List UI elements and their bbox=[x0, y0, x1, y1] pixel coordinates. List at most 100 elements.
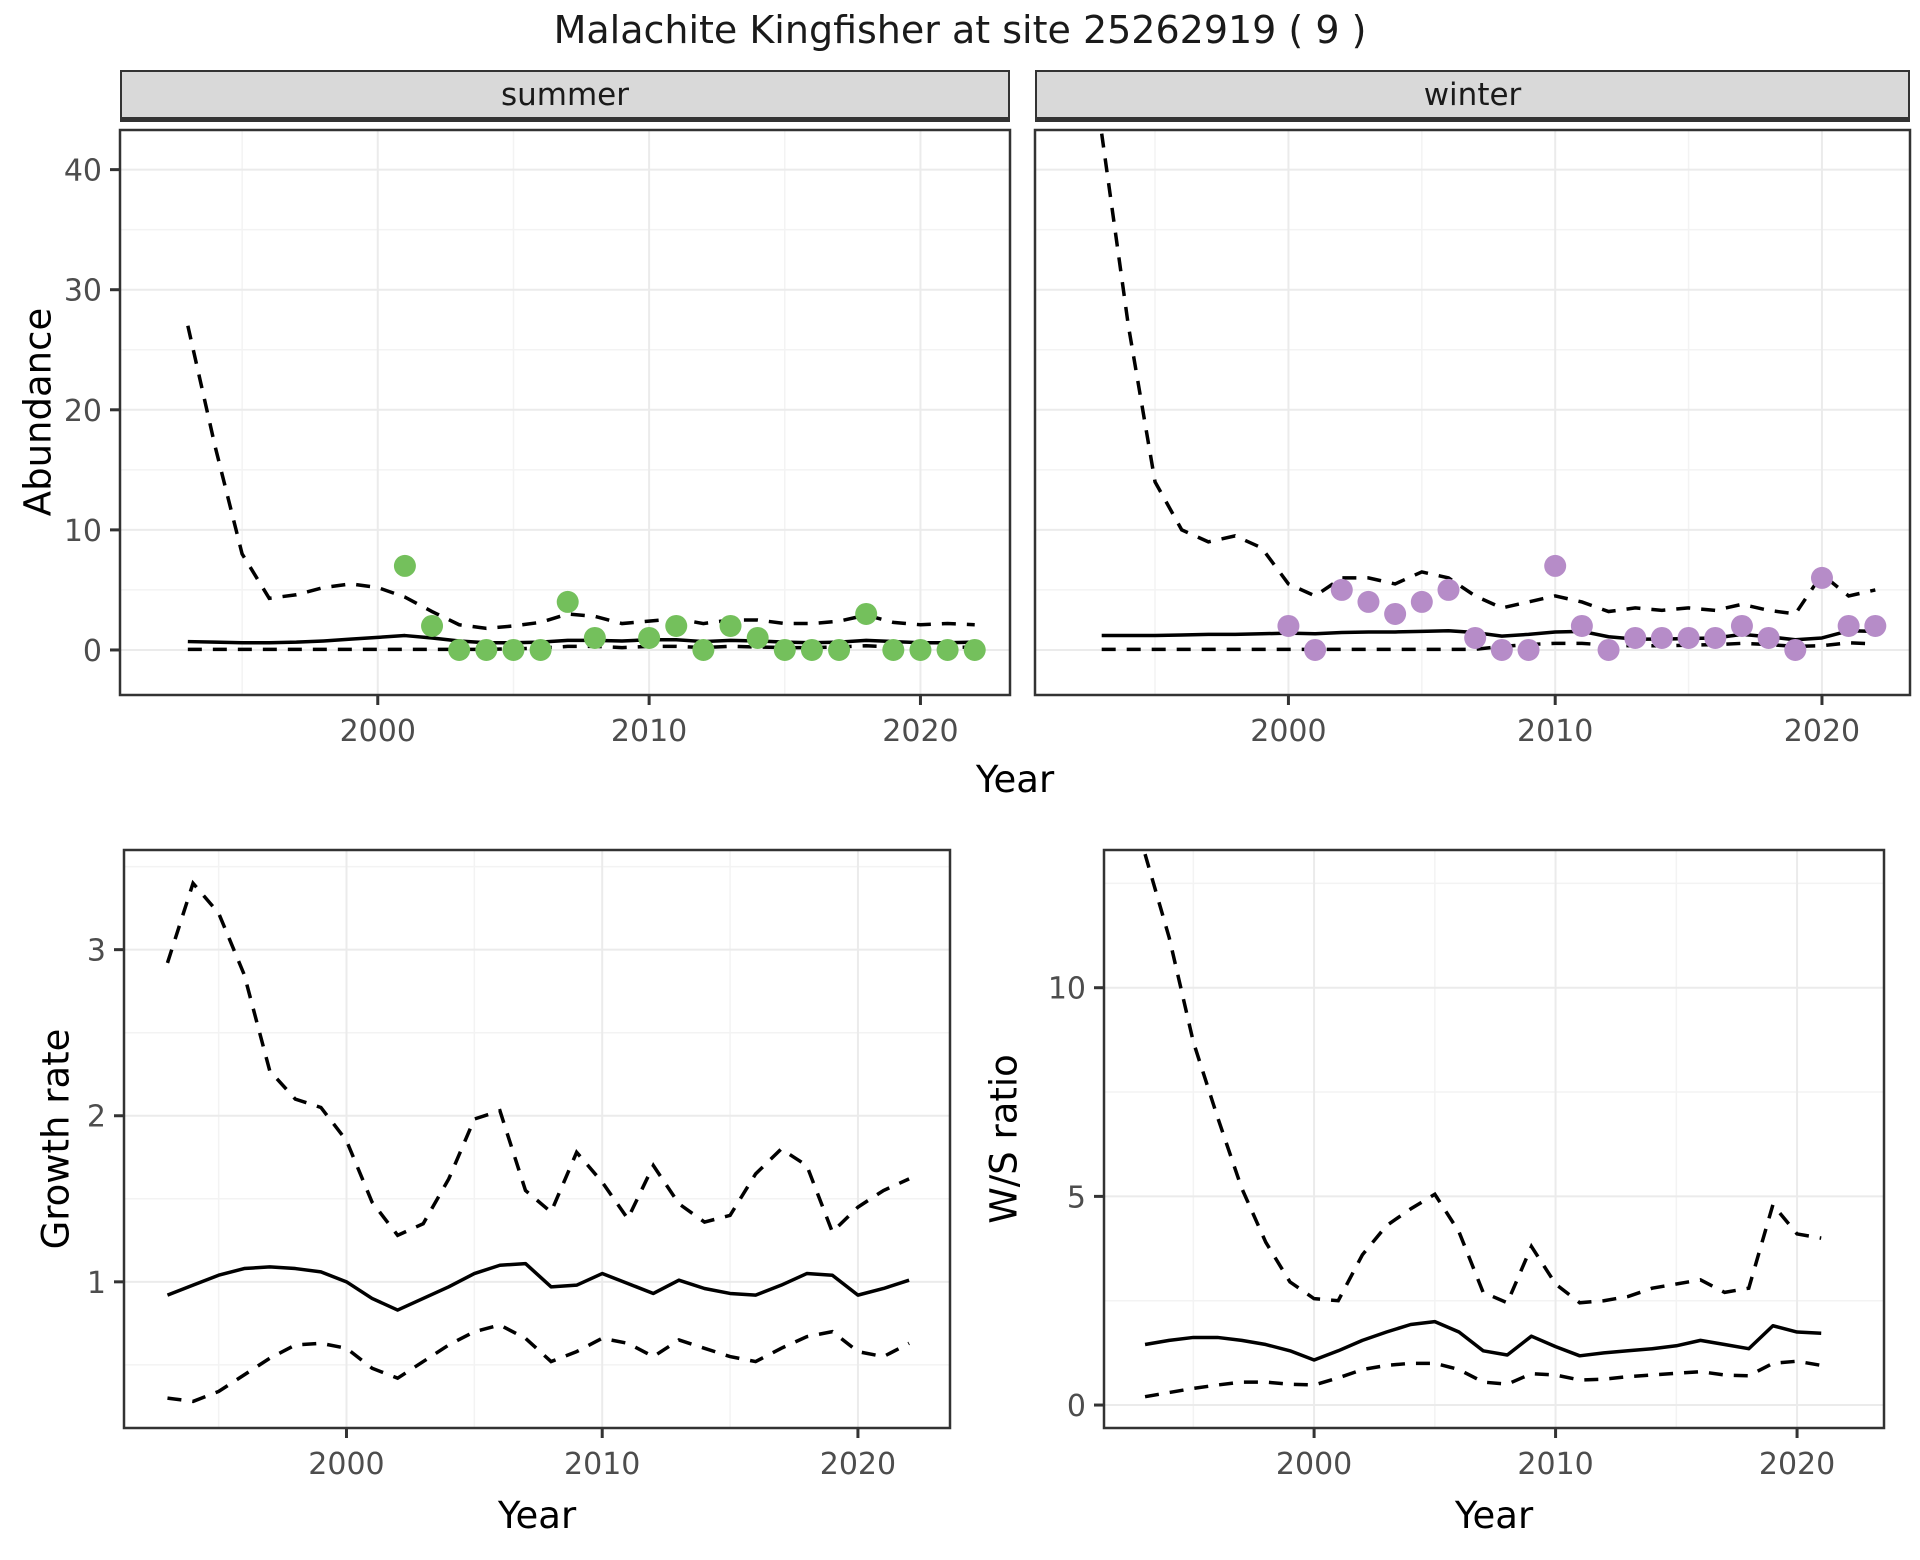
data-point bbox=[692, 638, 715, 661]
upper-ci-line bbox=[1143, 853, 1822, 1306]
data-point bbox=[583, 626, 606, 649]
data-point bbox=[1464, 626, 1487, 649]
data-point bbox=[638, 626, 661, 649]
data-point bbox=[1304, 638, 1327, 661]
y-axis-title-growth-rate: Growth rate bbox=[34, 1028, 78, 1250]
panel-border bbox=[118, 128, 1012, 697]
data-point bbox=[556, 590, 579, 613]
y-tick-label: 40 bbox=[64, 154, 102, 189]
panel-border bbox=[1102, 848, 1886, 1430]
data-point bbox=[1330, 578, 1353, 601]
facet-strip-winter-label: winter bbox=[1423, 76, 1522, 113]
data-point bbox=[1517, 638, 1540, 661]
panel-border bbox=[122, 848, 952, 1430]
data-point bbox=[1597, 638, 1620, 661]
data-point bbox=[1357, 590, 1380, 613]
data-point bbox=[1784, 638, 1807, 661]
y-tick-label: 0 bbox=[1067, 1389, 1086, 1424]
data-point bbox=[855, 602, 878, 625]
data-point bbox=[448, 638, 471, 661]
x-tick-label: 2010 bbox=[564, 1447, 640, 1482]
data-point bbox=[1437, 578, 1460, 601]
panel-growth_rate: 2000 2010 2020 1 2 3 bbox=[87, 848, 952, 1482]
y-tick-label: 0 bbox=[83, 634, 102, 669]
x-tick-label: 2000 bbox=[1250, 714, 1326, 749]
data-point bbox=[936, 638, 959, 661]
y-axis-title-abundance: Abundance bbox=[16, 307, 60, 517]
y-tick-label: 20 bbox=[64, 394, 102, 429]
x-axis-title-growth-rate: Year bbox=[497, 1494, 577, 1537]
data-point bbox=[421, 614, 444, 637]
data-point bbox=[828, 638, 851, 661]
data-point bbox=[1837, 614, 1860, 637]
data-point bbox=[1704, 626, 1727, 649]
y-tick-label: 5 bbox=[1067, 1180, 1086, 1215]
lower-ci-line bbox=[167, 1323, 910, 1404]
x-axis-title-top: Year bbox=[975, 758, 1055, 801]
panel-background bbox=[1035, 130, 1910, 695]
data-point bbox=[1757, 626, 1780, 649]
data-point bbox=[1570, 614, 1593, 637]
lower-ci-line bbox=[1101, 641, 1876, 652]
x-tick-label: 2010 bbox=[1517, 1447, 1593, 1482]
y-tick-label: 1 bbox=[87, 1266, 106, 1301]
y-tick-label: 30 bbox=[64, 274, 102, 309]
data-point bbox=[529, 638, 552, 661]
data-point bbox=[1384, 602, 1407, 625]
upper-ci-line bbox=[1099, 133, 1876, 616]
data-point bbox=[1410, 590, 1433, 613]
data-point bbox=[1277, 614, 1300, 637]
x-tick-label: 2000 bbox=[340, 714, 416, 749]
upper-ci-line bbox=[165, 879, 910, 1238]
data-point bbox=[800, 638, 823, 661]
data-point bbox=[1544, 554, 1567, 577]
data-point bbox=[502, 638, 525, 661]
y-axis-title-ws-ratio: W/S ratio bbox=[982, 1054, 1026, 1224]
upper-ci-line bbox=[186, 325, 975, 631]
panel-summer_abundance: 2000 2010 2020 0 10 20 30 40 bbox=[64, 128, 1012, 749]
data-point bbox=[1624, 626, 1647, 649]
y-tick-label: 3 bbox=[87, 934, 106, 969]
data-point bbox=[1490, 638, 1513, 661]
data-point bbox=[1810, 566, 1833, 589]
x-tick-label: 2000 bbox=[308, 1447, 384, 1482]
panel-winter_abundance: 2000 2010 2020 bbox=[1033, 128, 1912, 749]
data-point bbox=[773, 638, 796, 661]
panel-border bbox=[1033, 128, 1912, 697]
data-point bbox=[1864, 614, 1887, 637]
x-tick-label: 2010 bbox=[611, 714, 687, 749]
y-tick-label: 2 bbox=[87, 1100, 106, 1135]
x-tick-label: 2010 bbox=[1517, 714, 1593, 749]
facet-strip-winter: winter bbox=[1035, 70, 1910, 122]
mean-line bbox=[166, 1261, 910, 1312]
data-point bbox=[665, 614, 688, 637]
data-point bbox=[1677, 626, 1700, 649]
x-tick-label: 2020 bbox=[1784, 714, 1860, 749]
data-point bbox=[1730, 614, 1753, 637]
y-tick-label: 10 bbox=[64, 514, 102, 549]
x-tick-label: 2020 bbox=[1759, 1447, 1835, 1482]
y-tick-label: 10 bbox=[1048, 972, 1086, 1007]
panel-background bbox=[1104, 850, 1884, 1428]
facet-strip-summer: summer bbox=[120, 70, 1010, 122]
data-point bbox=[393, 554, 416, 577]
data-point bbox=[475, 638, 498, 661]
facet-strip-summer-label: summer bbox=[500, 76, 629, 113]
data-point bbox=[1650, 626, 1673, 649]
chart-title: Malachite Kingfisher at site 25262919 ( … bbox=[553, 8, 1367, 52]
x-axis-title-ws-ratio: Year bbox=[1454, 1494, 1534, 1537]
x-tick-label: 2000 bbox=[1276, 1447, 1352, 1482]
panel-background bbox=[124, 850, 950, 1428]
panel-ws_ratio: 2000 2010 2020 0 5 10 bbox=[1048, 848, 1886, 1482]
data-point bbox=[746, 626, 769, 649]
data-point bbox=[882, 638, 905, 661]
lower-ci-line bbox=[1144, 1359, 1822, 1399]
x-tick-label: 2020 bbox=[820, 1447, 896, 1482]
mean-line bbox=[1144, 1319, 1822, 1362]
x-tick-label: 2020 bbox=[882, 714, 958, 749]
data-point bbox=[909, 638, 932, 661]
data-point bbox=[719, 614, 742, 637]
data-point bbox=[963, 638, 986, 661]
